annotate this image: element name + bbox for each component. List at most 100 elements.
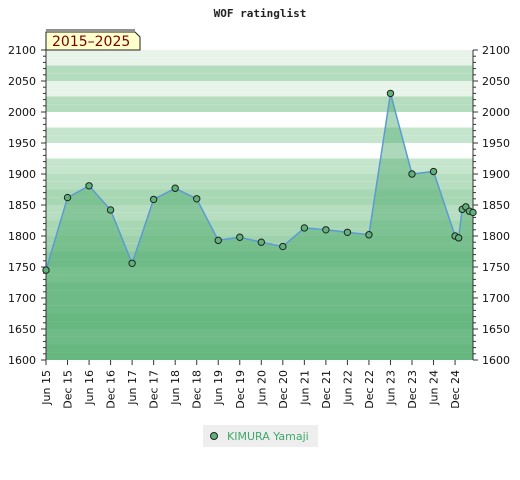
y-tick-label-right: 1950 — [482, 137, 510, 150]
rating-point — [171, 184, 179, 192]
grid-band — [46, 259, 473, 267]
grid-band — [46, 197, 473, 205]
rating-point — [365, 231, 373, 239]
grid-band — [46, 321, 473, 329]
rating-point — [106, 206, 115, 214]
rating-point — [63, 193, 72, 202]
y-tick-label-right: 1700 — [482, 292, 510, 305]
grid-band — [46, 181, 473, 190]
period-label: 2015–2025 — [52, 34, 130, 50]
x-tick-label: Dec 20 — [277, 370, 290, 409]
x-tick-label: Jun 22 — [341, 370, 354, 406]
grid-band — [46, 57, 473, 66]
y-tick-label-right: 2100 — [482, 44, 510, 57]
grid-band — [46, 267, 473, 275]
grid-band — [46, 150, 473, 159]
grid-band — [46, 166, 473, 174]
rating-area — [46, 93, 473, 361]
grid-band — [46, 282, 473, 291]
x-tick-label: Jun 21 — [298, 370, 311, 406]
rating-point — [300, 224, 309, 232]
grid-band — [46, 112, 473, 120]
grid-band — [46, 305, 473, 314]
grid-band — [46, 220, 473, 229]
x-tick-label: Jun 20 — [255, 370, 268, 406]
x-axis: Jun 15 Dec 15 Jun 16 Dec 16 Jun 17 Dec 17 Jun … — [40, 360, 462, 409]
grid-band — [46, 50, 473, 58]
x-tick-label: Dec 18 — [191, 370, 204, 409]
grid-band — [46, 104, 473, 112]
y-tick-label-left: 2050 — [8, 75, 36, 88]
grid-band — [46, 65, 473, 74]
x-tick-label: Jun 24 — [428, 370, 441, 406]
grid-band — [46, 81, 473, 89]
y-tick-label-left: 1600 — [8, 354, 36, 367]
y-axis-left: 1600 1650 1700 1750 1800 1850 1900 1950 2000 2050… — [8, 44, 46, 367]
rating-point — [128, 259, 136, 267]
x-tick-label: Dec 23 — [406, 370, 419, 409]
rating-point — [257, 238, 265, 246]
y-tick-label-right: 1900 — [482, 168, 510, 181]
grid-band — [46, 329, 473, 337]
y-tick-label-right: 2000 — [482, 106, 510, 119]
y-tick-label-right: 1600 — [482, 354, 510, 367]
y-axis-right: 1600 1650 1700 1750 1800 1850 1900 1950 2000 2050… — [473, 44, 510, 367]
x-tick-label: Dec 24 — [449, 370, 462, 409]
y-tick-label-left: 1700 — [8, 292, 36, 305]
rating-point — [193, 195, 201, 203]
grid-band — [46, 290, 473, 298]
rating-point — [469, 208, 477, 217]
grid-band — [46, 135, 473, 143]
y-tick-label-right: 2050 — [482, 75, 510, 88]
grid-band — [46, 73, 473, 81]
grid-band — [46, 251, 473, 260]
rating-point — [214, 236, 222, 245]
rating-point — [386, 89, 395, 98]
x-tick-label: Jun 15 — [40, 370, 53, 406]
grid-band — [46, 88, 473, 97]
grid-band — [46, 298, 473, 306]
y-tick-label-left: 2100 — [8, 44, 36, 57]
x-tick-label: Jun 16 — [83, 370, 96, 406]
chart-title: WOF ratinglist — [214, 7, 307, 20]
y-tick-label-left: 1650 — [8, 323, 36, 336]
y-tick-label-right: 1800 — [482, 230, 510, 243]
y-tick-label-right: 1850 — [482, 199, 510, 212]
x-tick-label: Jun 19 — [212, 370, 225, 406]
grid-band — [46, 189, 473, 198]
grid-band — [46, 212, 473, 221]
x-tick-label: Jun 17 — [126, 370, 139, 406]
rating-point — [279, 242, 287, 251]
x-tick-label: Dec 16 — [105, 370, 118, 409]
x-tick-label: Dec 21 — [320, 370, 333, 409]
x-tick-label: Jun 18 — [169, 370, 182, 406]
y-tick-label-left: 1950 — [8, 137, 36, 150]
grid-band — [46, 274, 473, 283]
legend: KIMURA Yamaji — [203, 425, 318, 447]
grid-band — [46, 243, 473, 252]
rating-point — [322, 226, 330, 234]
rating-point — [454, 234, 463, 242]
grid-band — [46, 119, 473, 128]
grid-band — [46, 174, 473, 182]
y-tick-label-left: 2000 — [8, 106, 36, 119]
y-tick-label-left: 1800 — [8, 230, 36, 243]
grid-band — [46, 158, 473, 167]
legend-label: KIMURA Yamaji — [227, 430, 309, 443]
rating-point — [343, 228, 352, 236]
grid-band — [46, 127, 473, 136]
x-tick-label: Dec 17 — [148, 370, 161, 409]
rating-markers — [42, 89, 477, 274]
legend-marker — [210, 432, 218, 440]
grid-band — [46, 313, 473, 322]
grid-band — [46, 344, 473, 353]
rating-point — [42, 266, 50, 274]
rating-point — [429, 167, 438, 176]
grid-band — [46, 96, 473, 105]
period-label-box: 2015–2025 — [45, 29, 141, 51]
x-tick-label: Dec 19 — [234, 370, 247, 409]
y-tick-label-left: 1750 — [8, 261, 36, 274]
x-tick-label: Jun 23 — [384, 370, 397, 406]
y-tick-label-right: 1750 — [482, 261, 510, 274]
